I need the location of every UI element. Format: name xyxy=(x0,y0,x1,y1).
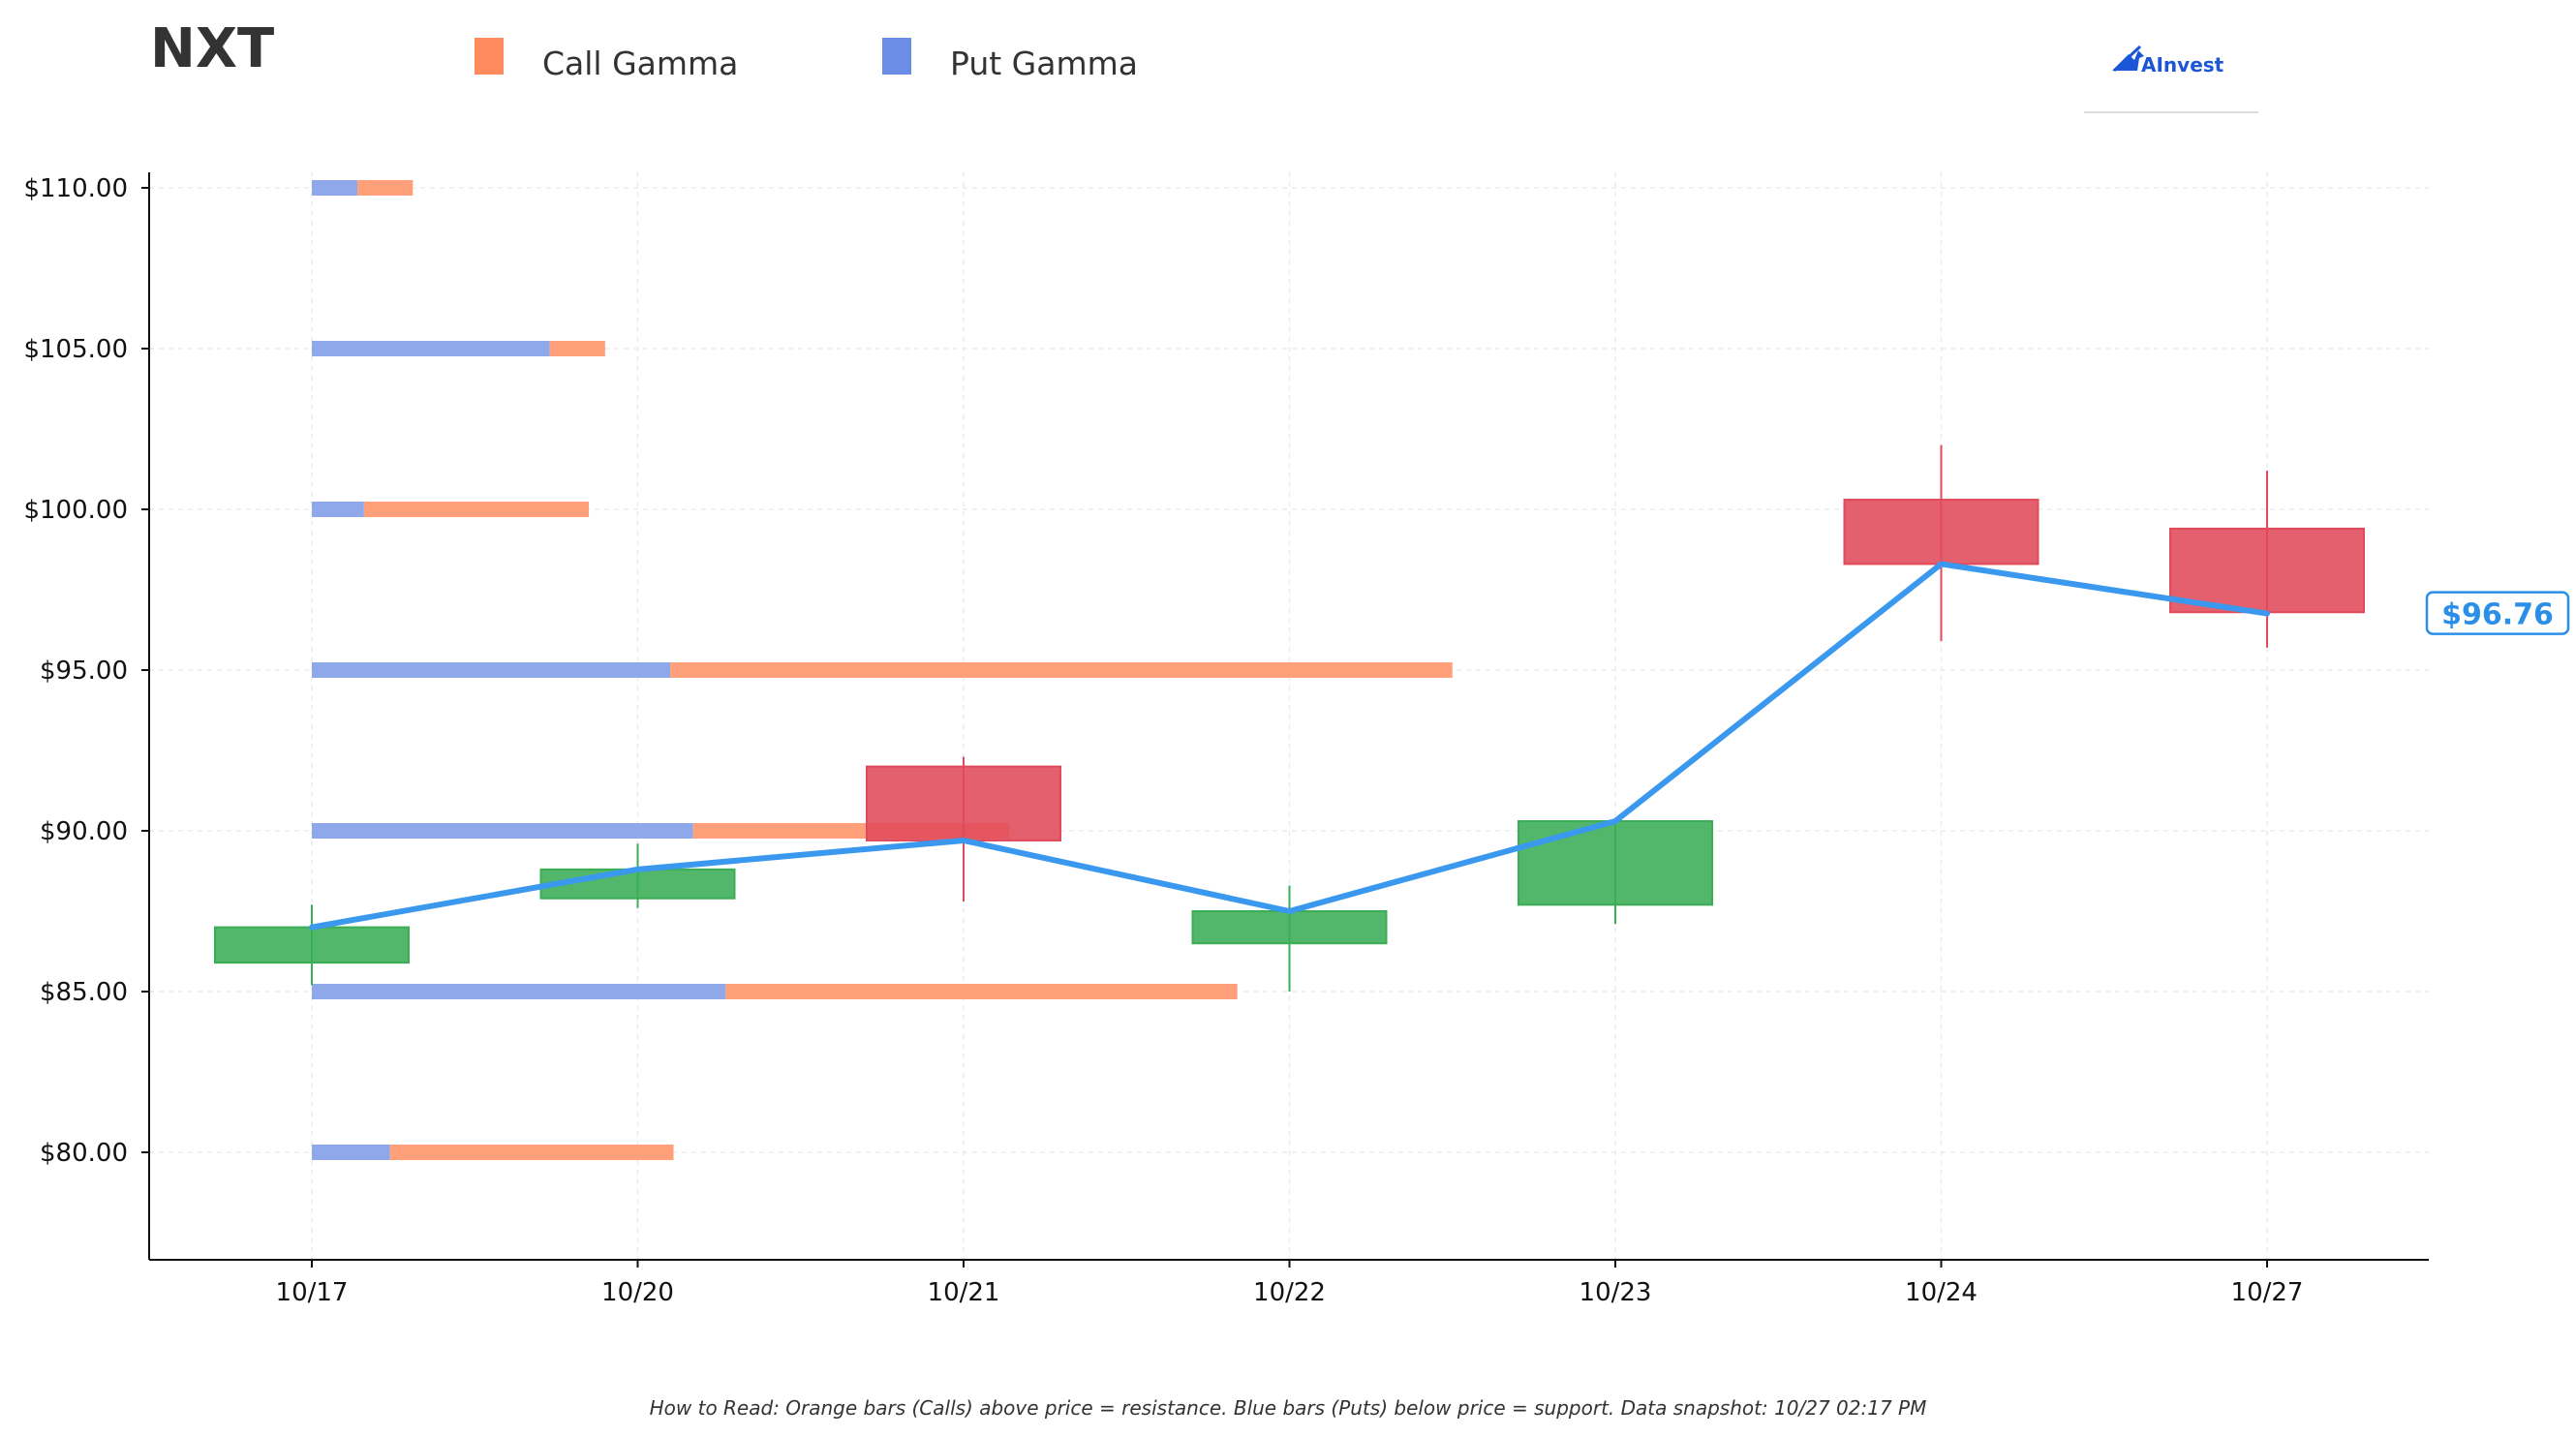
chart-legend: Call Gamma Put Gamma xyxy=(475,38,1138,82)
legend-swatch-put xyxy=(882,38,911,75)
call-gamma-bar xyxy=(670,662,1453,678)
x-tick-label: 10/27 xyxy=(2231,1278,2304,1307)
legend-label-call: Call Gamma xyxy=(542,45,738,82)
y-axis-ticks: $80.00 $85.00 $90.00 $95.00 $100.00 $105.00 $1… xyxy=(23,174,149,1168)
chart-footnote: How to Read: Orange bars (Calls) above p… xyxy=(650,1396,1927,1420)
x-tick-label: 10/17 xyxy=(276,1278,349,1307)
put-gamma-bar xyxy=(312,341,550,356)
y-tick-label: $95.00 xyxy=(40,657,128,686)
call-gamma-bar xyxy=(549,341,605,356)
y-tick-label: $85.00 xyxy=(40,978,128,1007)
put-gamma-bar xyxy=(312,662,671,678)
candle-body-down xyxy=(2169,527,2365,614)
grid-lines xyxy=(149,172,2429,1260)
price-tag-label: $96.76 xyxy=(2441,598,2554,632)
gamma-bars xyxy=(312,180,1453,1160)
y-tick-label: $80.00 xyxy=(40,1139,128,1168)
call-gamma-bar xyxy=(725,984,1238,999)
candle-body-down xyxy=(866,765,1061,841)
y-tick-label: $110.00 xyxy=(23,174,128,203)
put-gamma-bar xyxy=(312,502,364,517)
x-tick-label: 10/20 xyxy=(601,1278,674,1307)
put-gamma-bar xyxy=(312,1145,390,1160)
price-line xyxy=(309,561,2270,931)
put-gamma-bar xyxy=(312,180,358,196)
legend-swatch-call xyxy=(475,38,504,75)
x-axis-ticks: 10/17 10/20 10/21 10/22 10/23 10/24 10/27 xyxy=(276,1260,2304,1307)
y-tick-label: $90.00 xyxy=(40,817,128,846)
x-tick-label: 10/22 xyxy=(1253,1278,1326,1307)
brand-logo: AInvest xyxy=(2084,45,2258,113)
x-tick-label: 10/24 xyxy=(1905,1278,1978,1307)
price-tag-box xyxy=(2425,591,2570,635)
chart-arrow-icon xyxy=(2112,45,2144,73)
candlesticks xyxy=(214,444,2365,992)
candle-body-up xyxy=(1191,910,1388,945)
y-tick-label: $105.00 xyxy=(23,335,128,364)
price-line-layer xyxy=(309,561,2270,931)
put-gamma-bar xyxy=(312,823,693,839)
candle-body-up xyxy=(214,926,410,964)
brand-name: AInvest xyxy=(2141,53,2224,76)
put-gamma-bar xyxy=(312,984,726,999)
call-gamma-bar xyxy=(363,502,590,517)
call-gamma-bar xyxy=(357,180,414,196)
x-tick-label: 10/23 xyxy=(1579,1278,1652,1307)
legend-label-put: Put Gamma xyxy=(950,45,1138,82)
x-tick-label: 10/21 xyxy=(928,1278,1000,1307)
candle-body-up xyxy=(1518,820,1713,906)
ticker-title: NXT xyxy=(150,17,274,80)
candle-body-down xyxy=(1843,499,2039,566)
y-tick-label: $100.00 xyxy=(23,496,128,525)
current-price-tag: $96.76 xyxy=(2425,591,2570,635)
call-gamma-bar xyxy=(389,1145,674,1160)
